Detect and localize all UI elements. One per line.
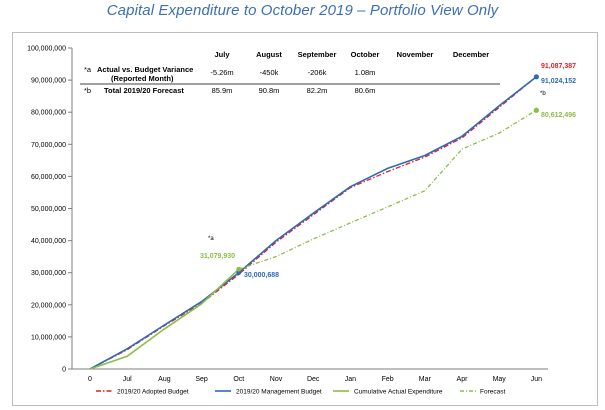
table-variance-cell: -5.26m bbox=[210, 68, 233, 77]
x-tick-label: Jun bbox=[531, 376, 542, 383]
table-month-header: December bbox=[453, 50, 489, 59]
table-row-a-label: Actual vs. Budget Variance bbox=[97, 65, 193, 74]
table-variance-cell: 1.08m bbox=[355, 68, 376, 77]
annotation-a: *a bbox=[208, 236, 214, 242]
y-tick-label: 0 bbox=[62, 367, 66, 374]
series-line-1 bbox=[89, 76, 537, 370]
marker-actual-oct bbox=[236, 266, 242, 272]
x-tick-label: Nov bbox=[270, 376, 283, 383]
legend-label-2: Cumulative Actual Expenditure bbox=[354, 389, 443, 396]
table-month-header: July bbox=[214, 50, 230, 59]
y-tick-label: 100,000,000 bbox=[27, 46, 66, 53]
y-tick-label: 20,000,000 bbox=[31, 302, 66, 309]
y-tick-label: 70,000,000 bbox=[31, 142, 66, 149]
table-row-b-marker: *b bbox=[84, 86, 91, 95]
x-tick-label: Feb bbox=[382, 376, 394, 383]
x-tick-label: Jul bbox=[123, 376, 132, 383]
x-tick-label: Jan bbox=[345, 376, 356, 383]
series-line-3 bbox=[238, 109, 537, 270]
data-label: 91,024,152 bbox=[541, 78, 576, 85]
marker-forecast-end bbox=[533, 107, 540, 113]
data-label: 30,000,688 bbox=[244, 272, 279, 279]
x-tick-label: Oct bbox=[233, 376, 244, 383]
table-variance-cell: -206k bbox=[308, 68, 327, 77]
table-month-header: October bbox=[351, 50, 380, 59]
y-tick-label: 30,000,000 bbox=[31, 270, 66, 277]
annotation-b: *b bbox=[540, 91, 546, 97]
y-tick-label: 10,000,000 bbox=[31, 334, 66, 341]
legend-label-0: 2019/20 Adopted Budget bbox=[117, 389, 189, 396]
data-label: 80,612,496 bbox=[541, 112, 576, 119]
table-row-a-marker: *a bbox=[84, 65, 92, 74]
y-tick-label: 50,000,000 bbox=[31, 206, 66, 213]
marker-management-end bbox=[533, 74, 540, 80]
x-tick-label: Mar bbox=[419, 376, 432, 383]
table-month-header: August bbox=[256, 50, 282, 59]
table-row-b-label: Total 2019/20 Forecast bbox=[104, 86, 184, 95]
legend-label-3: Forecast bbox=[480, 389, 505, 396]
x-tick-label: Apr bbox=[457, 376, 469, 383]
data-label: 91,087,387 bbox=[541, 63, 576, 70]
x-tick-label: Sep bbox=[195, 376, 208, 383]
table-forecast-cell: 80.6m bbox=[355, 86, 376, 95]
table-forecast-cell: 85.9m bbox=[212, 86, 233, 95]
page-title: Capital Expenditure to October 2019 – Po… bbox=[106, 2, 499, 19]
y-tick-label: 80,000,000 bbox=[31, 110, 66, 117]
table-forecast-cell: 82.2m bbox=[307, 86, 328, 95]
x-tick-label: May bbox=[493, 376, 507, 383]
table-forecast-cell: 90.8m bbox=[259, 86, 280, 95]
x-tick-label: 0 bbox=[88, 376, 92, 383]
x-tick-label: Dec bbox=[307, 376, 320, 383]
legend-label-1: 2019/20 Management Budget bbox=[236, 389, 322, 396]
table-month-header: November bbox=[397, 50, 434, 59]
table-month-header: September bbox=[298, 50, 337, 59]
y-tick-label: 40,000,000 bbox=[31, 238, 66, 245]
table-variance-cell: -450k bbox=[260, 68, 279, 77]
x-tick-label: Aug bbox=[158, 376, 171, 383]
series-line-0 bbox=[89, 76, 537, 370]
y-tick-label: 60,000,000 bbox=[31, 174, 66, 181]
y-tick-label: 90,000,000 bbox=[31, 78, 66, 85]
marker-management-oct bbox=[236, 270, 242, 276]
data-label: 31,079,930 bbox=[200, 253, 235, 260]
table-row-a-sublabel: (Reported Month) bbox=[111, 74, 174, 83]
series-line-2 bbox=[89, 268, 240, 370]
